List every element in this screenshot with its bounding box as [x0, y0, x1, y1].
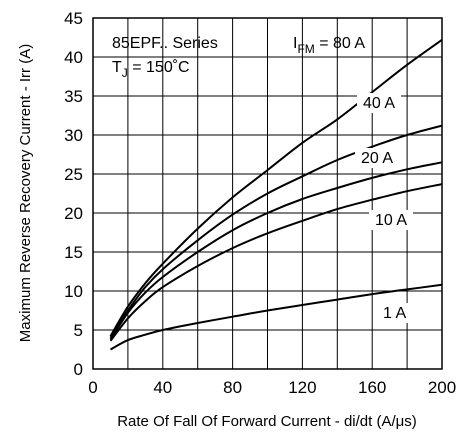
x-tick-label: 40	[153, 378, 172, 397]
y-tick-label: 15	[64, 243, 83, 262]
x-axis-title: Rate Of Fall Of Forward Current - di/dt …	[117, 413, 417, 430]
y-tick-label: 25	[64, 165, 83, 184]
x-tick-label: 120	[288, 378, 316, 397]
temp-prefix: T	[112, 59, 122, 76]
x-tick-label: 160	[358, 378, 386, 397]
y-tick-label: 35	[64, 87, 83, 106]
ifm-annotation: IFM = 80 A	[293, 35, 365, 56]
x-tick-label: 80	[223, 378, 242, 397]
ifm-subscript: FM	[297, 42, 314, 56]
y-tick-label: 40	[64, 48, 83, 67]
curve-label-20a: 20 A	[361, 150, 393, 167]
ifm-value: = 80 A	[315, 35, 366, 52]
y-tick-label: 30	[64, 126, 83, 145]
y-tick-label: 45	[64, 9, 83, 28]
curve-label-40a: 40 A	[363, 95, 395, 112]
series-title: 85EPF.. Series	[112, 35, 218, 52]
curve-label-10a: 10 A	[375, 212, 407, 229]
y-axis-title: Maximum Reverse Recovery Current - Irr (…	[17, 44, 34, 342]
y-tick-label: 10	[64, 282, 83, 301]
x-tick-label: 0	[88, 378, 97, 397]
curve-label-1a: 1 A	[383, 305, 406, 322]
temp-value: = 150˚C	[128, 59, 190, 76]
y-tick-label: 5	[74, 321, 83, 340]
x-tick-label: 200	[428, 378, 456, 397]
temperature-annotation: TJ = 150˚C	[112, 59, 190, 80]
y-tick-label: 0	[74, 360, 83, 379]
y-tick-label: 20	[64, 204, 83, 223]
